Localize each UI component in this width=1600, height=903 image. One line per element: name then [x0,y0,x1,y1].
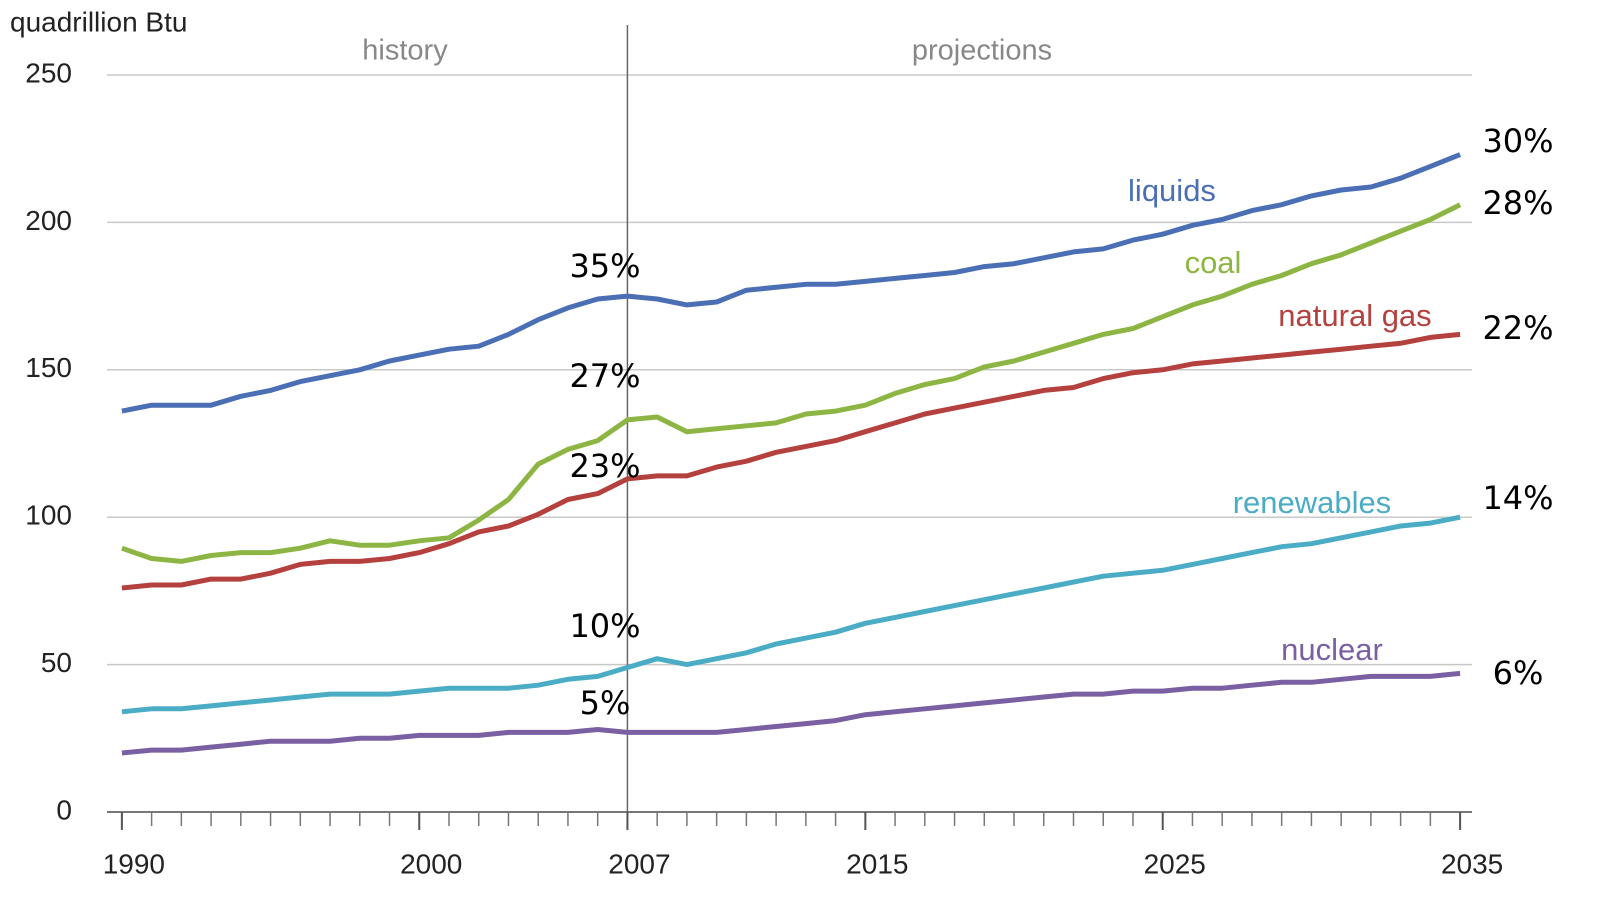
share-end: 14% [1482,479,1553,517]
share-start: 5% [580,684,631,722]
series-line [121,202,1462,564]
series-line [121,514,1461,715]
series-label: renewables [1233,485,1392,520]
series-line [121,152,1462,414]
series-line [121,331,1461,591]
series-label: coal [1185,245,1242,280]
share-end: 30% [1482,122,1553,160]
x-tick-label: 2025 [1144,848,1206,879]
share-start: 27% [569,357,640,395]
y-tick-label: 150 [25,352,72,383]
share-start: 10% [569,607,640,645]
y-tick-label: 0 [56,794,72,825]
share-end: 6% [1493,654,1544,692]
y-tick-label: 250 [25,57,72,88]
projections-label: projections [912,35,1052,67]
series-line [121,670,1461,756]
share-end: 28% [1482,184,1553,222]
history-label: history [362,35,448,67]
y-tick-label: 50 [41,647,72,678]
x-tick-label: 2000 [400,848,462,879]
x-tick-label: 2035 [1441,848,1503,879]
y-axis-label: quadrillion Btu [10,6,187,37]
series-label: nuclear [1281,632,1383,667]
x-tick-label: 2007 [608,848,670,879]
x-tick-label: 1990 [103,848,165,879]
share-end: 22% [1482,309,1553,347]
share-start: 23% [569,447,640,485]
x-tick-label: 2015 [846,848,908,879]
share-start: 35% [569,247,640,285]
y-tick-label: 200 [25,205,72,236]
series-label: liquids [1128,173,1216,208]
y-tick-label: 100 [25,500,72,531]
series-label: natural gas [1278,298,1431,333]
